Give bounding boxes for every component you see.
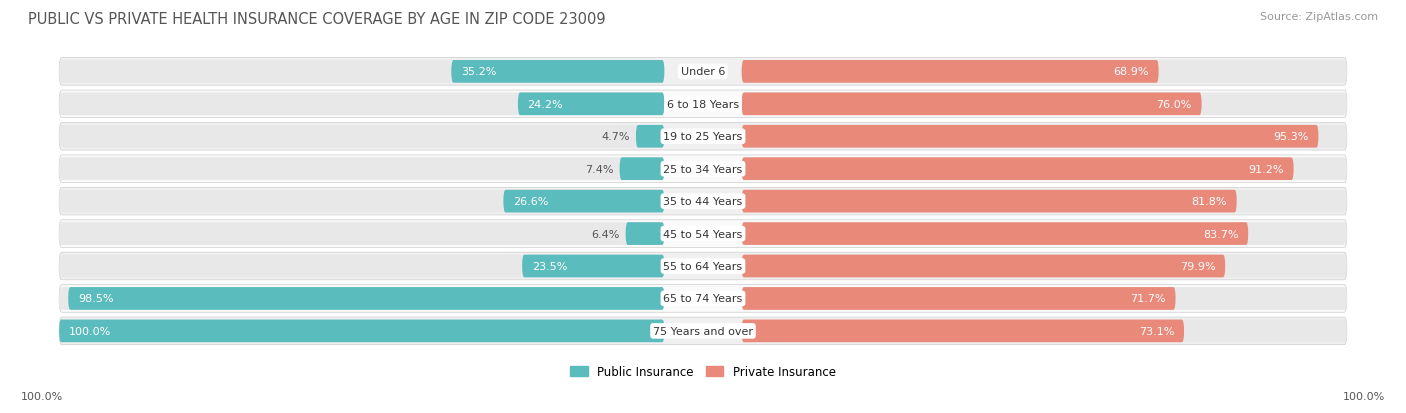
FancyBboxPatch shape (59, 188, 1347, 216)
FancyBboxPatch shape (620, 158, 665, 180)
Text: 100.0%: 100.0% (69, 326, 111, 336)
Text: 35.2%: 35.2% (461, 67, 496, 77)
FancyBboxPatch shape (741, 223, 1249, 245)
Text: 24.2%: 24.2% (527, 100, 564, 109)
Text: 45 to 54 Years: 45 to 54 Years (664, 229, 742, 239)
Text: 75 Years and over: 75 Years and over (652, 326, 754, 336)
Text: 68.9%: 68.9% (1114, 67, 1149, 77)
Text: 73.1%: 73.1% (1139, 326, 1174, 336)
FancyBboxPatch shape (59, 91, 1347, 118)
Text: 23.5%: 23.5% (531, 261, 567, 271)
Legend: Public Insurance, Private Insurance: Public Insurance, Private Insurance (565, 360, 841, 383)
FancyBboxPatch shape (741, 320, 1184, 342)
FancyBboxPatch shape (741, 255, 1347, 278)
FancyBboxPatch shape (59, 156, 1347, 183)
Text: 55 to 64 Years: 55 to 64 Years (664, 261, 742, 271)
FancyBboxPatch shape (59, 287, 665, 310)
FancyBboxPatch shape (636, 126, 665, 148)
FancyBboxPatch shape (741, 61, 1347, 83)
FancyBboxPatch shape (741, 61, 1159, 83)
Text: 100.0%: 100.0% (21, 391, 63, 401)
Text: 4.7%: 4.7% (600, 132, 630, 142)
FancyBboxPatch shape (522, 255, 665, 278)
FancyBboxPatch shape (59, 320, 665, 342)
FancyBboxPatch shape (69, 287, 665, 310)
FancyBboxPatch shape (741, 190, 1237, 213)
Text: 19 to 25 Years: 19 to 25 Years (664, 132, 742, 142)
Text: 71.7%: 71.7% (1130, 294, 1166, 304)
Text: 25 to 34 Years: 25 to 34 Years (664, 164, 742, 174)
FancyBboxPatch shape (59, 220, 1347, 248)
FancyBboxPatch shape (741, 320, 1347, 342)
FancyBboxPatch shape (626, 223, 665, 245)
FancyBboxPatch shape (517, 93, 665, 116)
FancyBboxPatch shape (741, 158, 1294, 180)
FancyBboxPatch shape (741, 190, 1347, 213)
Text: PUBLIC VS PRIVATE HEALTH INSURANCE COVERAGE BY AGE IN ZIP CODE 23009: PUBLIC VS PRIVATE HEALTH INSURANCE COVER… (28, 12, 606, 27)
FancyBboxPatch shape (59, 320, 665, 342)
Text: 35 to 44 Years: 35 to 44 Years (664, 197, 742, 206)
Text: 7.4%: 7.4% (585, 164, 613, 174)
FancyBboxPatch shape (59, 253, 1347, 280)
Text: 79.9%: 79.9% (1180, 261, 1216, 271)
FancyBboxPatch shape (59, 255, 665, 278)
FancyBboxPatch shape (741, 255, 1225, 278)
FancyBboxPatch shape (59, 123, 1347, 151)
FancyBboxPatch shape (741, 126, 1319, 148)
FancyBboxPatch shape (741, 126, 1347, 148)
FancyBboxPatch shape (59, 223, 665, 245)
FancyBboxPatch shape (451, 61, 665, 83)
Text: 100.0%: 100.0% (1343, 391, 1385, 401)
FancyBboxPatch shape (59, 158, 665, 180)
FancyBboxPatch shape (59, 93, 665, 116)
FancyBboxPatch shape (59, 190, 665, 213)
FancyBboxPatch shape (741, 287, 1175, 310)
Text: 83.7%: 83.7% (1204, 229, 1239, 239)
Text: 6.4%: 6.4% (591, 229, 619, 239)
Text: 26.6%: 26.6% (513, 197, 548, 206)
FancyBboxPatch shape (59, 317, 1347, 345)
FancyBboxPatch shape (59, 61, 665, 83)
Text: 65 to 74 Years: 65 to 74 Years (664, 294, 742, 304)
Text: 98.5%: 98.5% (77, 294, 114, 304)
Text: 76.0%: 76.0% (1157, 100, 1192, 109)
FancyBboxPatch shape (741, 223, 1347, 245)
Text: Under 6: Under 6 (681, 67, 725, 77)
FancyBboxPatch shape (741, 287, 1347, 310)
FancyBboxPatch shape (59, 126, 665, 148)
FancyBboxPatch shape (741, 93, 1347, 116)
Text: 81.8%: 81.8% (1191, 197, 1227, 206)
FancyBboxPatch shape (741, 93, 1202, 116)
Text: 91.2%: 91.2% (1249, 164, 1284, 174)
FancyBboxPatch shape (741, 158, 1347, 180)
Text: 95.3%: 95.3% (1274, 132, 1309, 142)
Text: 6 to 18 Years: 6 to 18 Years (666, 100, 740, 109)
Text: Source: ZipAtlas.com: Source: ZipAtlas.com (1260, 12, 1378, 22)
FancyBboxPatch shape (59, 59, 1347, 86)
FancyBboxPatch shape (59, 285, 1347, 313)
FancyBboxPatch shape (503, 190, 665, 213)
